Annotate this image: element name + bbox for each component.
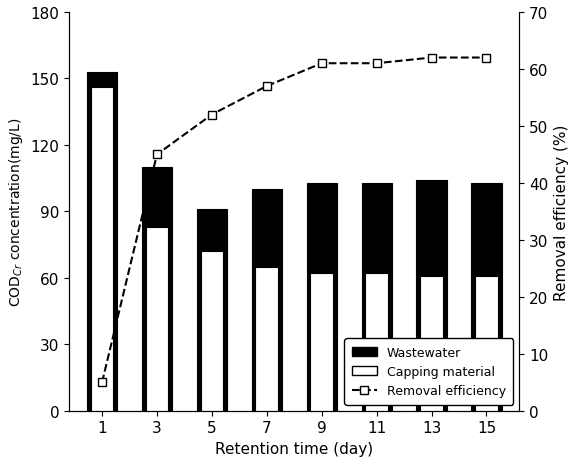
Bar bbox=[87, 73, 117, 411]
Bar bbox=[362, 183, 392, 411]
Bar bbox=[416, 181, 446, 411]
Bar bbox=[306, 183, 337, 411]
X-axis label: Retention time (day): Retention time (day) bbox=[215, 441, 373, 456]
Bar bbox=[365, 274, 388, 411]
Bar bbox=[310, 274, 333, 411]
Bar bbox=[475, 276, 498, 411]
Bar bbox=[146, 227, 168, 411]
Bar bbox=[256, 267, 278, 411]
Bar bbox=[420, 276, 443, 411]
Bar bbox=[471, 183, 502, 411]
Y-axis label: Removal efficiency (%): Removal efficiency (%) bbox=[554, 124, 569, 300]
Bar bbox=[252, 190, 282, 411]
Bar bbox=[142, 168, 172, 411]
Bar bbox=[91, 88, 113, 411]
Bar bbox=[200, 252, 223, 411]
Y-axis label: COD$_{Cr}$ concentration(mg/L): COD$_{Cr}$ concentration(mg/L) bbox=[7, 118, 25, 307]
Bar bbox=[197, 210, 227, 411]
Legend: Wastewater, Capping material, Removal efficiency: Wastewater, Capping material, Removal ef… bbox=[344, 338, 513, 405]
